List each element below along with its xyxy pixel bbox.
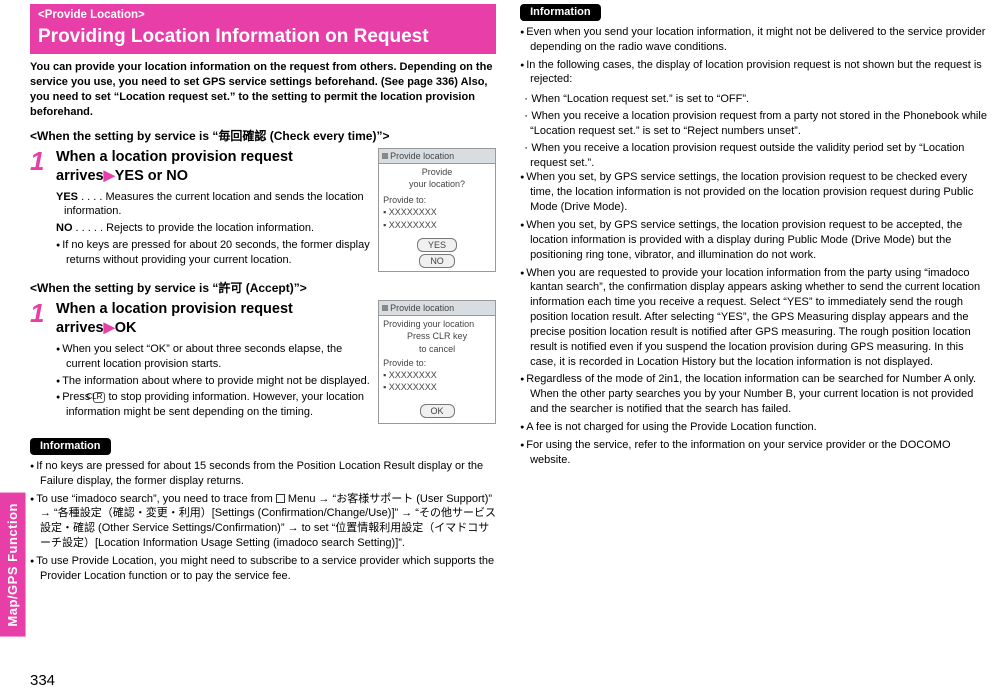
- section1-block: 1 When a location provision request arri…: [30, 148, 496, 272]
- ss1-yes-button: YES: [417, 238, 457, 252]
- info-item: For using the service, refer to the info…: [520, 438, 992, 468]
- ss2-header: Provide location: [390, 302, 454, 314]
- info-subitem: When you receive a location provision re…: [520, 139, 992, 171]
- title-box: <Provide Location> Providing Location In…: [30, 4, 496, 54]
- step-number: 1: [30, 148, 52, 174]
- arrow-icon: ▶: [104, 320, 115, 336]
- clr-key-icon: CLR: [93, 392, 105, 403]
- section1-step: 1 When a location provision request arri…: [30, 148, 370, 270]
- ss1-l5: ▪ XXXXXXXX: [383, 219, 491, 231]
- title-main: Providing Location Information on Reques…: [38, 26, 488, 49]
- no-line: NO . . . . . Rejects to provide the loca…: [56, 221, 370, 236]
- info-list-left: If no keys are pressed for about 15 seco…: [30, 459, 496, 584]
- information-label-right: Information: [520, 4, 601, 21]
- right-column: Information Even when you send your loca…: [520, 4, 992, 693]
- ss2-ok-button: OK: [420, 404, 455, 418]
- ss2-l5: ▪ XXXXXXXX: [383, 369, 491, 381]
- section2-heading: <When the setting by service is “許可 (Acc…: [30, 280, 496, 296]
- info-item: When you set, by GPS service settings, t…: [520, 218, 992, 263]
- arrow-icon: ▶: [104, 168, 115, 184]
- section2-step: 1 When a location provision request arri…: [30, 300, 370, 422]
- ss1-l3: Provide to:: [383, 194, 491, 206]
- section2-note1: When you select “OK” or about three seco…: [56, 342, 370, 372]
- section2-note3: Press CLR to stop providing information.…: [56, 390, 370, 420]
- ss1-no-button: NO: [419, 254, 455, 268]
- page-number: 334: [30, 671, 55, 691]
- title-pre: <Provide Location>: [38, 8, 488, 24]
- window-icon: [382, 305, 388, 311]
- ss2-l1: Providing your location: [383, 318, 491, 330]
- info-item: In the following cases, the display of l…: [520, 58, 992, 88]
- info-list-right: Even when you send your location informa…: [520, 25, 992, 468]
- step-title-b: OK: [115, 320, 137, 336]
- info-subitem: When “Location request set.” is set to “…: [520, 90, 992, 107]
- ss2-l3: to cancel: [383, 343, 491, 355]
- step-number: 1: [30, 300, 52, 326]
- info-item: When you set, by GPS service settings, t…: [520, 170, 992, 215]
- yes-line: YES . . . . Measures the current locatio…: [56, 190, 370, 220]
- screenshot-2: Provide location Providing your location…: [378, 300, 496, 424]
- ss2-l6: ▪ XXXXXXXX: [383, 381, 491, 393]
- section1-note: If no keys are pressed for about 20 seco…: [56, 238, 370, 268]
- intro-paragraph: You can provide your location informatio…: [30, 60, 496, 119]
- ss2-l2: Press CLR key: [383, 330, 491, 342]
- page: <Provide Location> Providing Location In…: [0, 0, 998, 697]
- info-item: To use Provide Location, you might need …: [30, 554, 496, 584]
- info-item: A fee is not charged for using the Provi…: [520, 420, 992, 435]
- ss1-l1: Provide: [383, 166, 491, 178]
- ss1-l4: ▪ XXXXXXXX: [383, 206, 491, 218]
- ss2-l4: Provide to:: [383, 357, 491, 369]
- section2-step-title: When a location provision request arrive…: [56, 300, 370, 338]
- info-item: Regardless of the mode of 2in1, the loca…: [520, 372, 992, 417]
- info-item: If no keys are pressed for about 15 seco…: [30, 459, 496, 489]
- info-item: Even when you send your location informa…: [520, 25, 992, 55]
- ss1-l2: your location?: [383, 178, 491, 190]
- section1-step-title: When a location provision request arrive…: [56, 148, 370, 186]
- left-column: <Provide Location> Providing Location In…: [30, 4, 502, 693]
- information-label-left: Information: [30, 438, 111, 455]
- info-subitem: When you receive a location provision re…: [520, 107, 992, 139]
- side-section-tab: Map/GPS Function: [0, 493, 26, 637]
- info-item: To use “imadoco search”, you need to tra…: [30, 492, 496, 551]
- ss1-header: Provide location: [390, 150, 454, 162]
- step-title-b: YES or NO: [115, 168, 188, 184]
- menu-icon: [276, 494, 285, 503]
- screenshot-1: Provide location Provide your location? …: [378, 148, 496, 272]
- step-title-a: When a location provision request arrive…: [56, 301, 293, 336]
- section2-block: 1 When a location provision request arri…: [30, 300, 496, 424]
- section2-note2: The information about where to provide m…: [56, 374, 370, 389]
- info-item: When you are requested to provide your l…: [520, 266, 992, 370]
- window-icon: [382, 153, 388, 159]
- section1-heading: <When the setting by service is “毎回確認 (C…: [30, 128, 496, 144]
